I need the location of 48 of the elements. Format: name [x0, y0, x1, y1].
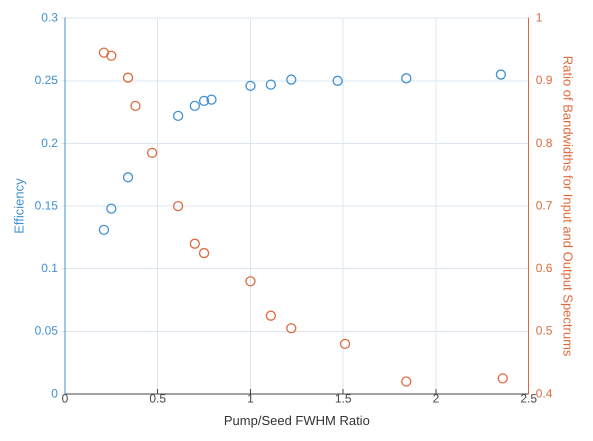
point	[286, 74, 296, 85]
y2-tick-label: 1	[536, 10, 543, 25]
x-tick-label: 1	[247, 392, 254, 406]
point	[130, 100, 141, 112]
point	[190, 100, 200, 112]
point	[98, 224, 110, 236]
x-tick-label: 1.5	[334, 392, 352, 406]
point	[245, 276, 256, 286]
y2-axis-title: Ratio of Bandwidths for Input and Output Spectrums	[560, 56, 576, 357]
point	[198, 248, 210, 258]
point	[146, 148, 158, 158]
point	[206, 94, 217, 105]
point	[266, 79, 276, 90]
x-tick-label: 0	[62, 392, 69, 406]
point	[198, 96, 210, 106]
point	[245, 80, 256, 91]
point	[286, 323, 296, 334]
point	[172, 200, 184, 212]
y2-tick-label: 0.4	[536, 386, 553, 400]
point	[401, 376, 412, 387]
point	[106, 203, 116, 214]
y2-tick-label: 0.7	[536, 198, 553, 212]
y2-tick-label: 0.8	[536, 136, 553, 150]
point	[190, 238, 200, 249]
y-tick-label: 0.15	[34, 198, 58, 212]
y2-tick-label: 0.6	[536, 261, 553, 276]
point	[172, 110, 184, 122]
y2-tick-label: 0.9	[536, 73, 553, 88]
point	[98, 48, 110, 58]
point	[266, 310, 276, 321]
y-axis-title: Efficiency	[11, 178, 26, 234]
x-axis-title: Pump/Seed FWHM Ratio	[224, 412, 370, 428]
point	[332, 76, 343, 86]
y-tick-label: 0.25	[34, 73, 58, 88]
y-tick-label: 0.3	[41, 10, 58, 25]
point	[122, 172, 134, 182]
x-tick-label: 0.5	[149, 392, 166, 406]
x-tick-label: 2.5	[520, 392, 538, 406]
y-tick-label: 0.2	[41, 136, 58, 150]
point	[122, 72, 134, 83]
y-tick-label: 0.05	[34, 324, 58, 338]
point	[498, 373, 508, 384]
point	[106, 50, 116, 61]
y2-tick-label: 0.5	[536, 324, 553, 338]
point	[340, 338, 350, 350]
point	[401, 73, 412, 84]
point	[496, 69, 506, 80]
y-tick-label: 0.1	[41, 261, 58, 276]
